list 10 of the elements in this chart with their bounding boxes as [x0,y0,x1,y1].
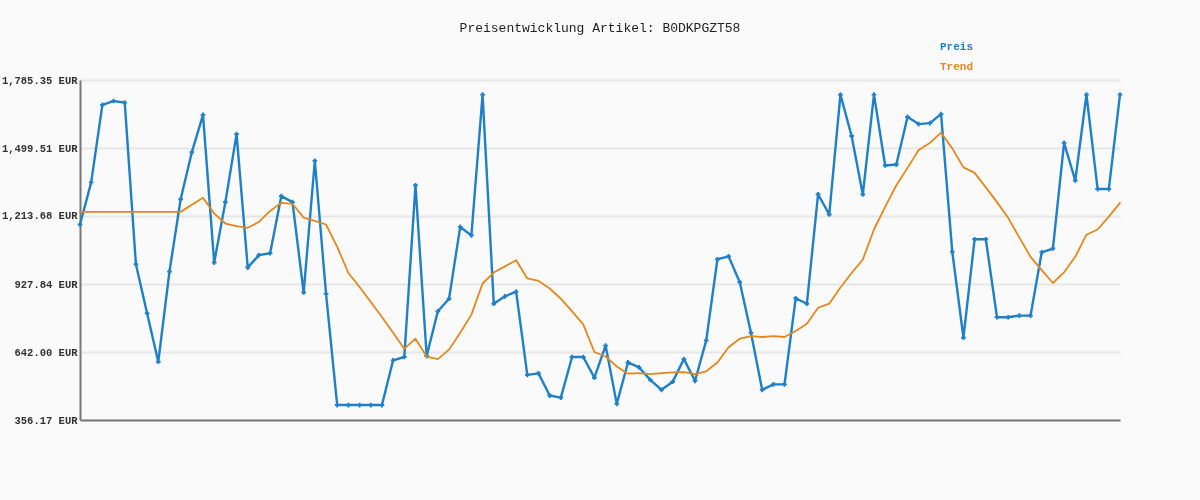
chart-title: Preisentwicklung Artikel: B0DKPGZT58 [459,21,741,36]
y-tick-label: 642.00 EUR [14,346,79,359]
y-tick-label: 1,785.35 EUR [1,74,79,87]
text: Preis [940,41,974,53]
y-tick-label: 927.84 EUR [14,278,79,291]
y-tick-label: 1,213.68 EUR [1,210,79,223]
y-tick-label: 356.17 EUR [14,414,79,427]
y-tick-label: 1,499.51 EUR [1,142,79,155]
line-series [79,131,1121,376]
text: Trend [940,61,974,73]
